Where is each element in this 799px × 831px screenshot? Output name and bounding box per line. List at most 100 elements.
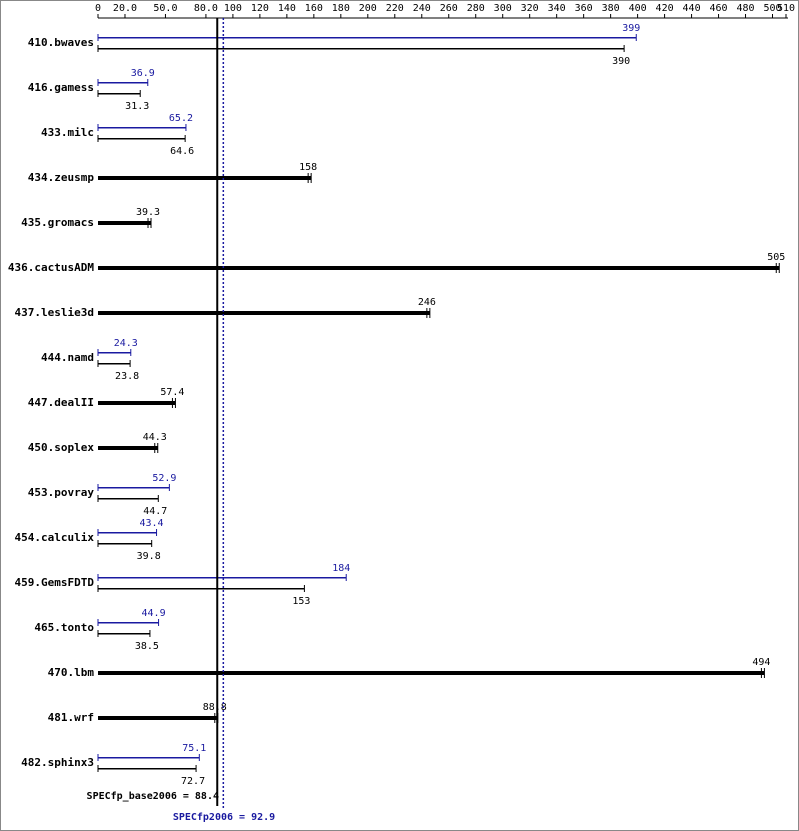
value-label: 399: [622, 23, 640, 34]
category-label: 416.gamess: [28, 81, 94, 94]
value-label: 158: [299, 162, 317, 173]
value-label: 38.5: [135, 641, 159, 652]
x-tick-label: 20.0: [113, 3, 137, 14]
value-label: 57.4: [160, 387, 184, 398]
category-label: 465.tonto: [34, 621, 94, 634]
x-tick-label: 80.0: [194, 3, 218, 14]
bar: [98, 37, 637, 39]
category-label: 453.povray: [28, 486, 95, 499]
bar: [98, 757, 200, 759]
x-tick-label: 420: [656, 3, 674, 14]
value-label: 246: [418, 297, 436, 308]
x-tick-label: 340: [548, 3, 566, 14]
x-tick-label: 400: [629, 3, 647, 14]
category-label: 437.leslie3d: [15, 306, 94, 319]
bar: [98, 48, 625, 50]
value-label: 64.6: [170, 146, 194, 157]
value-label: 44.7: [143, 506, 167, 517]
category-label: 470.lbm: [48, 666, 95, 679]
x-tick-label: 200: [359, 3, 377, 14]
category-label: 444.namd: [41, 351, 94, 364]
bar: [98, 401, 176, 405]
value-label: 72.7: [181, 776, 205, 787]
category-label: 482.sphinx3: [21, 756, 94, 769]
base-summary: SPECfp_base2006 = 88.4: [87, 791, 219, 802]
x-tick-label: 180: [332, 3, 350, 14]
value-label: 44.3: [143, 432, 167, 443]
value-label: 31.3: [125, 101, 149, 112]
x-tick-label: 460: [710, 3, 728, 14]
bar: [98, 577, 347, 579]
value-label: 39.3: [136, 207, 160, 218]
x-tick-label: 380: [602, 3, 620, 14]
bar: [98, 266, 780, 270]
x-tick-label: 160: [305, 3, 323, 14]
peak-summary: SPECfp2006 = 92.9: [173, 812, 275, 823]
bar: [98, 633, 150, 635]
bar: [98, 352, 131, 354]
x-tick-label: 500: [763, 3, 781, 14]
x-tick-label: 360: [575, 3, 593, 14]
bar: [98, 588, 305, 590]
x-tick-label: 320: [521, 3, 539, 14]
x-tick-label: 480: [736, 3, 754, 14]
category-label: 434.zeusmp: [28, 171, 95, 184]
value-label: 153: [292, 596, 310, 607]
x-tick-label: 300: [494, 3, 512, 14]
bar: [98, 363, 131, 365]
value-label: 75.1: [182, 743, 206, 754]
category-label: 433.milc: [41, 126, 94, 139]
bar: [98, 716, 218, 720]
x-tick-label: 240: [413, 3, 431, 14]
x-tick-label: 280: [467, 3, 485, 14]
x-tick-label: 50.0: [153, 3, 177, 14]
value-label: 43.4: [140, 518, 164, 529]
bar: [98, 622, 159, 624]
x-tick-label: 510: [777, 3, 795, 14]
x-tick-label: 120: [251, 3, 269, 14]
category-label: 447.dealII: [28, 396, 94, 409]
bar: [98, 671, 765, 675]
value-label: 24.3: [114, 338, 138, 349]
value-label: 494: [752, 657, 770, 668]
value-label: 39.8: [137, 551, 161, 562]
bar: [98, 127, 186, 129]
category-label: 436.cactusADM: [8, 261, 94, 274]
x-tick-label: 440: [683, 3, 701, 14]
value-label: 36.9: [131, 68, 155, 79]
bar: [98, 543, 152, 545]
value-label: 88.8: [203, 702, 227, 713]
bar: [98, 221, 152, 225]
bar: [98, 446, 158, 450]
bar: [98, 487, 170, 489]
x-tick-label: 220: [386, 3, 404, 14]
category-label: 459.GemsFDTD: [15, 576, 95, 589]
bar: [98, 82, 148, 84]
category-label: 410.bwaves: [28, 36, 94, 49]
value-label: 44.9: [142, 608, 166, 619]
x-tick-label: 140: [278, 3, 296, 14]
value-label: 390: [612, 56, 630, 67]
x-tick-label: 260: [440, 3, 458, 14]
bar: [98, 93, 141, 95]
category-label: 435.gromacs: [21, 216, 94, 229]
bar: [98, 176, 312, 180]
value-label: 65.2: [169, 113, 193, 124]
value-label: 23.8: [115, 371, 139, 382]
bar: [98, 138, 186, 140]
bar: [98, 532, 157, 534]
category-label: 450.soplex: [28, 441, 95, 454]
value-label: 184: [332, 563, 350, 574]
value-label: 505: [767, 252, 785, 263]
x-tick-label: 100: [224, 3, 242, 14]
x-tick-label: 0: [95, 3, 101, 14]
category-label: 454.calculix: [15, 531, 95, 544]
bar: [98, 768, 197, 770]
category-label: 481.wrf: [48, 711, 94, 724]
bar: [98, 498, 159, 500]
bar: [98, 311, 430, 315]
value-label: 52.9: [152, 473, 176, 484]
